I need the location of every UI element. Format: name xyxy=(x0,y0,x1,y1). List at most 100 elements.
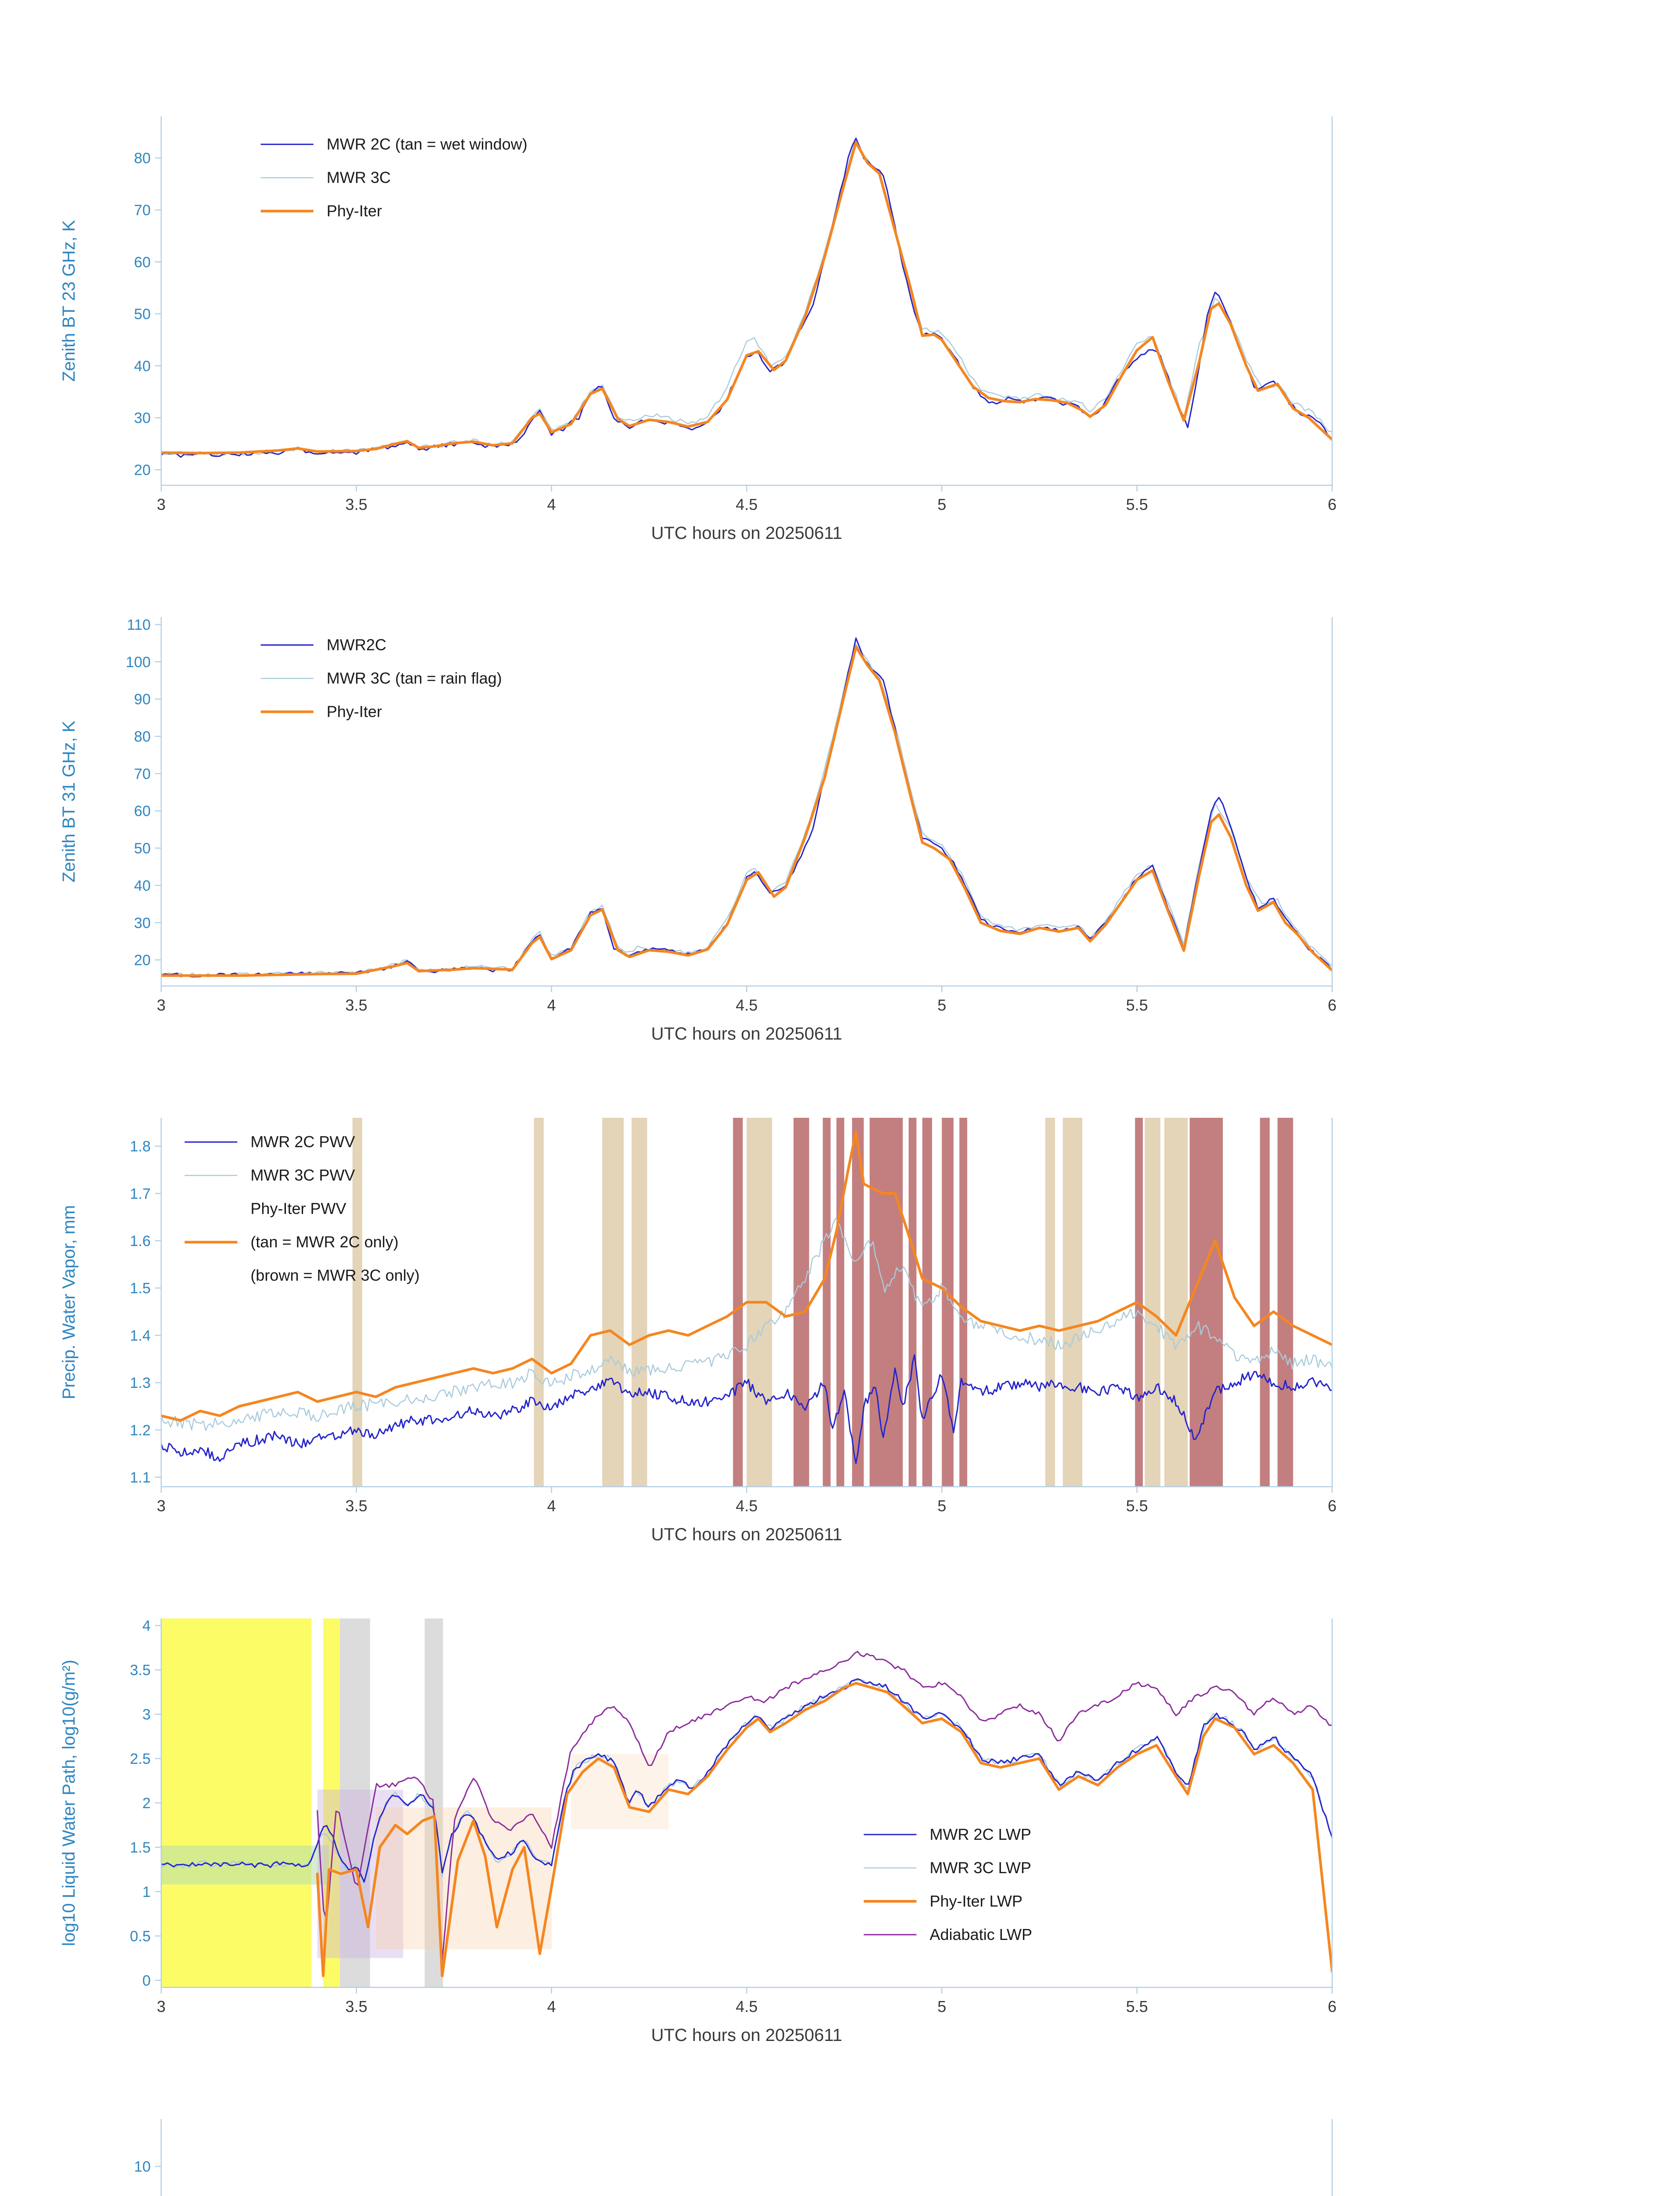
x-tick-label: 5 xyxy=(937,495,946,513)
legend-label: MWR 2C LWP xyxy=(930,1825,1031,1843)
tan-flag-band xyxy=(1062,1118,1083,1487)
legend: MWR2C MWR 3C (tan = rain flag) Phy-Iter xyxy=(260,636,502,721)
legend-label: MWR 2C PWV xyxy=(250,1133,355,1151)
y-tick-label: 110 xyxy=(127,617,151,633)
brown-flag-band xyxy=(1189,1118,1223,1487)
y-tick-label: 40 xyxy=(134,878,151,894)
y-tick-label: 1.5 xyxy=(130,1280,151,1297)
legend-label: MWR 3C LWP xyxy=(930,1859,1031,1877)
x-tick-label: 5.5 xyxy=(1126,1997,1148,2015)
legend: MWR 2C LWP MWR 3C LWP Phy-Iter LWP Adiabati… xyxy=(863,1825,1032,1943)
y-axis-label: Precip. Water Vapor, mm xyxy=(59,1205,79,1399)
legend-label: (brown = MWR 3C only) xyxy=(250,1266,419,1284)
panel-precip-water-vapor: 3 3.5 4 4.5 5 5.5 6 1.1 1.2 1.3 1.4 1.5 1.6 1.7 1.8 UTC… xyxy=(0,1096,1680,1596)
brown-flag-band xyxy=(836,1118,845,1487)
x-tick-label: 4 xyxy=(547,1997,556,2015)
series-group xyxy=(161,637,1332,978)
x-tick-label: 3 xyxy=(157,495,166,513)
series-group xyxy=(161,1131,1332,1464)
panel-zenith-bt-31ghz: 3 3.5 4 4.5 5 5.5 6 20 30 40 50 60 70 80 90 100 110 UTC h… xyxy=(0,595,1680,1096)
x-tick-label: 3 xyxy=(157,1497,166,1515)
x-tick-label: 5 xyxy=(937,1497,946,1515)
y-tick-label: 60 xyxy=(134,803,151,820)
x-tick-label: 6 xyxy=(1328,1497,1337,1515)
y-tick-label: 1.7 xyxy=(130,1185,151,1202)
x-tick-label: 3.5 xyxy=(345,1497,367,1515)
y-axis-label: Zenith BT 31 GHz, K xyxy=(59,721,79,883)
tan-flag-band xyxy=(631,1118,647,1487)
series-mwr2c-pwv xyxy=(161,1354,1332,1464)
y-tick-label: 70 xyxy=(134,766,151,782)
x-tick-label: 5 xyxy=(937,996,946,1014)
y-tick-label: 40 xyxy=(134,358,151,375)
legend-label: MWR 3C PWV xyxy=(250,1166,355,1184)
yellow-flag-band xyxy=(161,1618,312,1987)
brown-flag-band xyxy=(793,1118,809,1487)
series-mwr2c-lwp xyxy=(161,1678,1332,1883)
y-tick-label: 1.6 xyxy=(130,1233,151,1250)
x-tick-label: 3.5 xyxy=(345,996,367,1014)
tan-flag-band xyxy=(534,1118,544,1487)
legend-label: MWR 3C xyxy=(327,169,391,187)
y-tick-label: 90 xyxy=(134,691,151,708)
x-axis-label: UTC hours on 20250611 xyxy=(651,2026,842,2045)
x-tick-label: 4.5 xyxy=(736,1497,758,1515)
y-tick-label: 1 xyxy=(142,1884,151,1900)
series-phyiter xyxy=(161,141,1332,455)
brown-flag-band xyxy=(908,1118,917,1487)
legend-label: MWR 2C (tan = wet window) xyxy=(327,135,527,153)
y-tick-label: 2.5 xyxy=(130,1751,151,1767)
brown-flag-band xyxy=(959,1118,968,1487)
x-axis-label: UTC hours on 20250611 xyxy=(651,524,842,543)
legend-label: MWR 3C (tan = rain flag) xyxy=(327,669,502,687)
y-tick-label: 1.8 xyxy=(130,1138,151,1155)
x-tick-label: 3.5 xyxy=(345,495,367,513)
brown-flag-band xyxy=(1277,1118,1293,1487)
lwp-chart-svg: 3 3.5 4 4.5 5 5.5 6 0 0.5 1 1.5 2 2.5 3 3.5 4 UTC hours … xyxy=(59,1618,1337,2045)
x-tick-label: 3.5 xyxy=(345,1997,367,2015)
y-tick-label: 10 xyxy=(134,2159,151,2175)
x-tick-label: 4 xyxy=(547,1497,556,1515)
brown-flag-band xyxy=(869,1118,903,1487)
x-axis-label: UTC hours on 20250611 xyxy=(651,1525,842,1544)
series-mwr3c xyxy=(161,643,1332,977)
y-tick-label: 1.2 xyxy=(130,1422,151,1439)
panel-dq-flag: 33.544.555.560246810UTC hours on 2025061… xyxy=(0,2097,1680,2196)
panel-liquid-water-path: 3 3.5 4 4.5 5 5.5 6 0 0.5 1 1.5 2 2.5 3 3.5 4 UTC hours … xyxy=(0,1596,1680,2097)
y-tick-label: 3.5 xyxy=(130,1662,151,1679)
tan-flag-band xyxy=(1145,1118,1160,1487)
series-mwr3c-pwv xyxy=(161,1217,1332,1431)
x-tick-label: 6 xyxy=(1328,495,1337,513)
y-tick-label: 30 xyxy=(134,410,151,426)
x-tick-label: 4.5 xyxy=(736,996,758,1014)
legend: MWR 2C PWV MWR 3C PWV Phy-Iter PWV (tan = M… xyxy=(184,1133,419,1284)
series-adiabatic-lwp xyxy=(317,1651,1332,1961)
y-tick-label: 4 xyxy=(142,1618,151,1634)
y-tick-label: 1.1 xyxy=(130,1469,151,1486)
y-tick-label: 3 xyxy=(142,1706,151,1723)
y-tick-label: 1.4 xyxy=(130,1327,151,1344)
legend-label: Adiabatic LWP xyxy=(930,1925,1032,1943)
panel-zenith-bt-23ghz: 3 3.5 4 4.5 5 5.5 6 20 30 40 50 60 70 80 UTC hours on … xyxy=(0,94,1680,595)
y-tick-label: 30 xyxy=(134,915,151,932)
y-tick-label: 0.5 xyxy=(130,1928,151,1945)
y-tick-label: 1.3 xyxy=(130,1375,151,1391)
y-tick-label: 20 xyxy=(134,462,151,479)
x-tick-label: 5.5 xyxy=(1126,996,1148,1014)
x-tick-label: 6 xyxy=(1328,996,1337,1014)
y-tick-label: 20 xyxy=(134,952,151,969)
dq-chart-svg: 33.544.555.560246810UTC hours on 2025061… xyxy=(134,2119,1333,2196)
y-tick-label: 50 xyxy=(134,840,151,857)
pwv-chart-svg: 3 3.5 4 4.5 5 5.5 6 1.1 1.2 1.3 1.4 1.5 1.6 1.7 1.8 UTC… xyxy=(59,1118,1337,1544)
y-tick-label: 1.5 xyxy=(130,1839,151,1856)
gray-flag-band xyxy=(340,1618,370,1987)
brown-flag-band xyxy=(1260,1118,1270,1487)
y-tick-label: 80 xyxy=(134,150,151,167)
bt31-chart-svg: 3 3.5 4 4.5 5 5.5 6 20 30 40 50 60 70 80 90 100 110 UTC h… xyxy=(59,617,1337,1044)
brown-flag-band xyxy=(823,1118,831,1487)
legend-label: Phy-Iter xyxy=(327,202,382,220)
series-phyiter-lwp xyxy=(316,1682,1332,1977)
series-group xyxy=(161,1651,1332,1977)
x-tick-label: 5.5 xyxy=(1126,495,1148,513)
